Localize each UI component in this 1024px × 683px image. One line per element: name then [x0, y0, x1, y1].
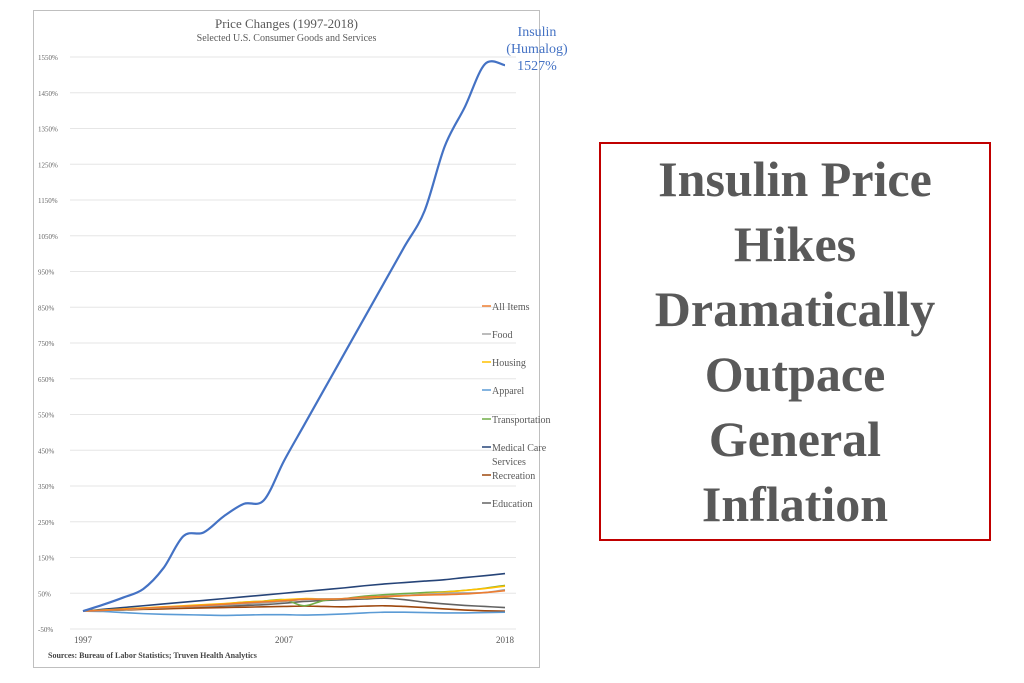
y-tick-label: 1550% — [38, 54, 58, 62]
y-tick-label: 1450% — [38, 90, 58, 98]
x-tick-label: 2018 — [496, 635, 515, 645]
legend-label: Housing — [492, 358, 526, 369]
series-line-all-items — [82, 589, 506, 612]
y-tick-label: 850% — [38, 304, 55, 312]
y-tick-label: 650% — [38, 376, 55, 384]
y-tick-label: 350% — [38, 483, 55, 491]
y-tick-label: 450% — [38, 447, 55, 455]
legend-label: Education — [492, 499, 533, 510]
chart-subtitle: Selected U.S. Consumer Goods and Service… — [196, 33, 377, 44]
series-line-recreation — [82, 604, 506, 612]
headline-line: Inflation — [701, 475, 889, 532]
legend-label: Apparel — [492, 386, 524, 397]
chart-frame — [33, 10, 540, 668]
headline-line: Outpace — [704, 345, 886, 402]
headline-line: Hikes — [733, 215, 857, 272]
y-tick-label: 1250% — [38, 161, 58, 169]
chart-source: Sources: Bureau of Labor Statistics; Tru… — [48, 651, 257, 660]
legend-label: Medical Care — [492, 443, 547, 454]
y-tick-label: 550% — [38, 412, 55, 420]
y-tick-label: 150% — [38, 555, 55, 563]
insulin-annotation: Insulin — [518, 25, 557, 40]
legend-label: Food — [492, 330, 513, 341]
headline-line: Dramatically — [654, 280, 936, 337]
series-line-insulin-humalog- — [82, 60, 506, 613]
y-tick-label: -50% — [38, 626, 53, 634]
y-tick-label: 250% — [38, 519, 55, 527]
legend-label: Services — [492, 457, 526, 468]
insulin-annotation: (Humalog) — [506, 42, 568, 57]
headline-box: Insulin Price Hikes Dramatically Outpace… — [599, 142, 991, 541]
legend-label: Transportation — [492, 415, 551, 426]
y-tick-label: 950% — [38, 269, 55, 277]
series-line-medical-care-services — [82, 572, 506, 612]
series-line-apparel — [82, 610, 506, 617]
y-tick-label: 50% — [38, 590, 51, 598]
headline-line: General — [708, 410, 882, 467]
y-tick-label: 1350% — [38, 126, 58, 134]
y-tick-label: 1050% — [38, 233, 58, 241]
y-tick-label: 1150% — [38, 197, 58, 205]
x-tick-label: 1997 — [74, 635, 93, 645]
insulin-annotation: 1527% — [517, 59, 557, 74]
y-tick-label: 750% — [38, 340, 55, 348]
legend-label: Recreation — [492, 471, 535, 482]
headline-line: Insulin Price — [658, 150, 932, 207]
x-tick-label: 2007 — [275, 635, 294, 645]
chart-title: Price Changes (1997-2018) — [215, 16, 358, 31]
legend-label: All Items — [492, 302, 530, 313]
